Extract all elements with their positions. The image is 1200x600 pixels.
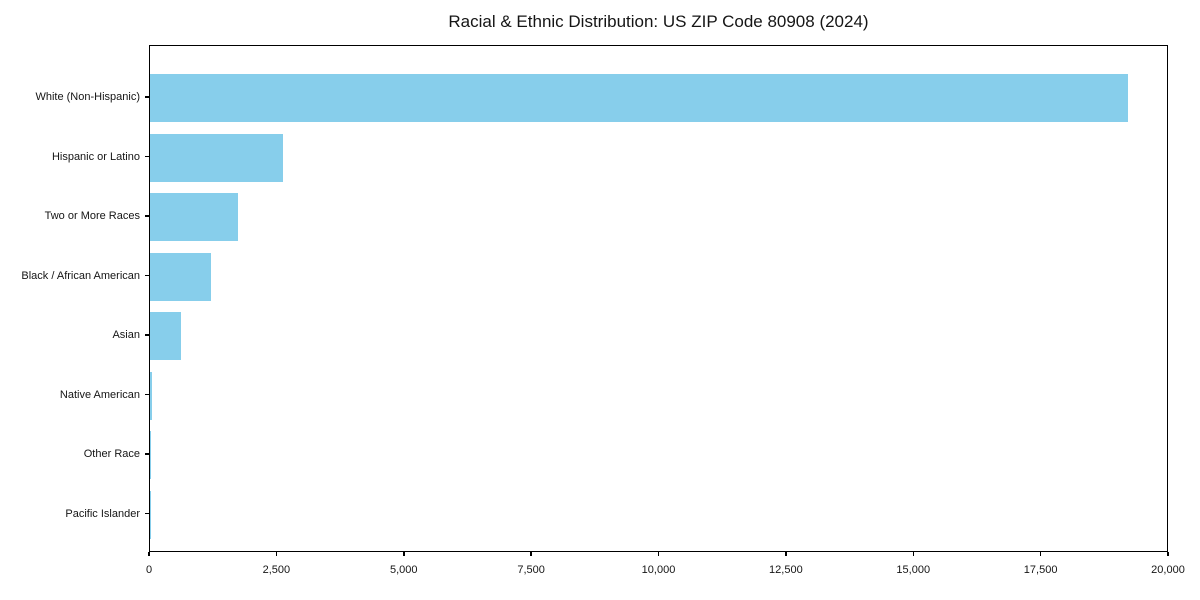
- x-tick-label: 10,000: [641, 564, 676, 576]
- x-tick-label: 20,000: [1151, 564, 1185, 576]
- x-tick-label: 17,500: [1023, 564, 1058, 576]
- y-tick-label: Other Race: [83, 448, 140, 460]
- y-tick-mark: [145, 393, 149, 396]
- y-tick-mark: [145, 334, 149, 336]
- plot-area: [149, 45, 1168, 552]
- x-tick-label: 12,500: [769, 564, 803, 576]
- x-tick-label: 5,000: [389, 564, 418, 576]
- y-tick-label: Hispanic or Latino: [51, 150, 140, 163]
- y-tick-label: Asian: [112, 329, 140, 341]
- y-tick-label: Black / African American: [21, 269, 140, 282]
- x-tick-label: 15,000: [896, 564, 931, 576]
- y-tick-label: Native American: [59, 388, 140, 401]
- bar-black-african-american: [150, 252, 212, 301]
- y-tick-mark: [145, 96, 149, 98]
- bar-white-non-hispanic: [150, 74, 1128, 122]
- y-tick-mark: [145, 453, 149, 455]
- y-tick-label: Pacific Islander: [65, 507, 140, 520]
- y-tick-label: White (Non-Hispanic): [35, 91, 140, 103]
- x-tick-mark: [148, 552, 150, 556]
- y-tick-mark: [145, 274, 149, 277]
- bar-native-american: [150, 371, 153, 420]
- bar-two-or-more-races: [150, 193, 238, 241]
- x-tick-mark: [1039, 552, 1042, 556]
- x-tick-mark: [530, 552, 532, 556]
- x-tick-mark: [785, 552, 787, 556]
- bar-other-race: [150, 431, 152, 479]
- x-tick-mark: [657, 552, 660, 556]
- x-tick-mark: [275, 552, 278, 556]
- y-tick-mark: [145, 215, 149, 217]
- x-tick-mark: [1167, 552, 1169, 556]
- chart-title: Racial & Ethnic Distribution: US ZIP Cod…: [448, 12, 869, 31]
- x-tick-label: 7,500: [517, 564, 545, 576]
- y-tick-mark: [145, 512, 149, 515]
- y-tick-mark: [145, 155, 149, 158]
- y-tick-label: Two or More Races: [44, 210, 140, 222]
- x-tick-mark: [403, 552, 405, 556]
- x-tick-mark: [912, 552, 914, 556]
- bar-pacific-islander: [150, 490, 151, 539]
- x-tick-label: 0: [145, 564, 153, 576]
- x-tick-label: 2,500: [262, 564, 291, 576]
- bar-hispanic-or-latino: [150, 133, 283, 182]
- bar-asian: [150, 312, 182, 360]
